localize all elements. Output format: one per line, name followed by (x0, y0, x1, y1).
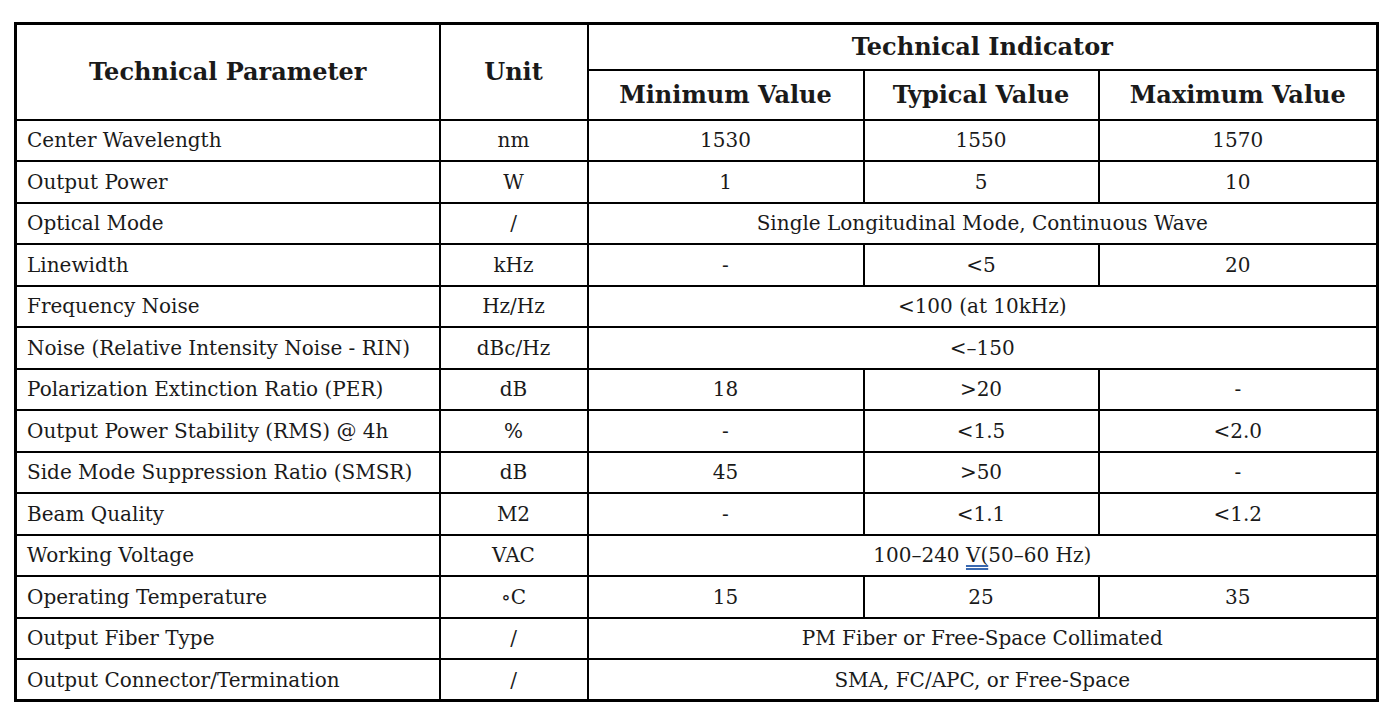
unit-cell: dB (440, 369, 588, 411)
unit-cell: Hz/Hz (440, 286, 588, 328)
param-cell: Frequency Noise (16, 286, 440, 328)
value-cell: 1550 (864, 120, 1099, 162)
param-cell: Polarization Extinction Ratio (PER) (16, 369, 440, 411)
value-cell: - (1099, 452, 1378, 494)
unit-cell: % (440, 410, 588, 452)
span-value-cell: Single Longitudinal Mode, Continuous Wav… (588, 203, 1378, 245)
table-row: Noise (Relative Intensity Noise - RIN)dB… (16, 327, 1378, 369)
voltage-text-after: 50–60 Hz) (988, 543, 1091, 567)
table-row: Operating Temperature∘C152535 (16, 576, 1378, 618)
span-value-cell: 100–240 V(50–60 Hz) (588, 535, 1378, 577)
unit-cell: dB (440, 452, 588, 494)
table-row: Output Connector/Termination/SMA, FC/APC… (16, 659, 1378, 701)
value-cell: 1 (588, 161, 864, 203)
param-cell: Center Wavelength (16, 120, 440, 162)
table-row: Output Power Stability (RMS) @ 4h%-<1.5<… (16, 410, 1378, 452)
grammar-underlined-text: V( (966, 543, 988, 567)
spec-table-wrap: Technical Parameter Unit Technical Indic… (14, 22, 1379, 702)
value-cell: - (1099, 369, 1378, 411)
value-cell: 1530 (588, 120, 864, 162)
param-cell: Output Power (16, 161, 440, 203)
param-cell: Output Connector/Termination (16, 659, 440, 701)
table-row: Optical Mode/Single Longitudinal Mode, C… (16, 203, 1378, 245)
unit-cell: M2 (440, 493, 588, 535)
table-row: Frequency NoiseHz/Hz<100 (at 10kHz) (16, 286, 1378, 328)
value-cell: - (588, 244, 864, 286)
table-row: Output PowerW1510 (16, 161, 1378, 203)
value-cell: 25 (864, 576, 1099, 618)
param-cell: Linewidth (16, 244, 440, 286)
unit-cell: W (440, 161, 588, 203)
header-minimum-value: Minimum Value (588, 70, 864, 120)
header-maximum-value: Maximum Value (1099, 70, 1378, 120)
unit-cell: nm (440, 120, 588, 162)
table-row: LinewidthkHz-<520 (16, 244, 1378, 286)
value-cell: - (588, 493, 864, 535)
value-cell: - (588, 410, 864, 452)
table-row: Polarization Extinction Ratio (PER)dB18>… (16, 369, 1378, 411)
header-technical-parameter: Technical Parameter (16, 24, 440, 120)
value-cell: 35 (1099, 576, 1378, 618)
table-body: Center Wavelengthnm153015501570Output Po… (16, 120, 1378, 701)
value-cell: <1.5 (864, 410, 1099, 452)
table-row: Working VoltageVAC100–240 V(50–60 Hz) (16, 535, 1378, 577)
spec-table: Technical Parameter Unit Technical Indic… (14, 22, 1379, 702)
header-unit: Unit (440, 24, 588, 120)
param-cell: Noise (Relative Intensity Noise - RIN) (16, 327, 440, 369)
value-cell: 15 (588, 576, 864, 618)
value-cell: <2.0 (1099, 410, 1378, 452)
unit-cell: dBc/Hz (440, 327, 588, 369)
header-typical-value: Typical Value (864, 70, 1099, 120)
value-cell: 45 (588, 452, 864, 494)
param-cell: Optical Mode (16, 203, 440, 245)
value-cell: <5 (864, 244, 1099, 286)
span-value-cell: <100 (at 10kHz) (588, 286, 1378, 328)
header-technical-indicator: Technical Indicator (588, 24, 1378, 70)
param-cell: Working Voltage (16, 535, 440, 577)
span-value-cell: PM Fiber or Free-Space Collimated (588, 618, 1378, 660)
param-cell: Output Fiber Type (16, 618, 440, 660)
table-row: Side Mode Suppression Ratio (SMSR)dB45>5… (16, 452, 1378, 494)
value-cell: >50 (864, 452, 1099, 494)
param-cell: Side Mode Suppression Ratio (SMSR) (16, 452, 440, 494)
unit-cell: kHz (440, 244, 588, 286)
value-cell: >20 (864, 369, 1099, 411)
unit-cell: ∘C (440, 576, 588, 618)
value-cell: 1570 (1099, 120, 1378, 162)
param-cell: Beam Quality (16, 493, 440, 535)
value-cell: 20 (1099, 244, 1378, 286)
table-row: Output Fiber Type/PM Fiber or Free-Space… (16, 618, 1378, 660)
value-cell: 10 (1099, 161, 1378, 203)
span-value-cell: SMA, FC/APC, or Free-Space (588, 659, 1378, 701)
param-cell: Operating Temperature (16, 576, 440, 618)
param-cell: Output Power Stability (RMS) @ 4h (16, 410, 440, 452)
table-row: Beam QualityM2-<1.1<1.2 (16, 493, 1378, 535)
unit-cell: / (440, 618, 588, 660)
value-cell: 18 (588, 369, 864, 411)
table-row: Center Wavelengthnm153015501570 (16, 120, 1378, 162)
span-value-cell: <–150 (588, 327, 1378, 369)
voltage-text-before: 100–240 (873, 543, 966, 567)
unit-cell: / (440, 203, 588, 245)
unit-cell: VAC (440, 535, 588, 577)
value-cell: <1.2 (1099, 493, 1378, 535)
value-cell: <1.1 (864, 493, 1099, 535)
unit-cell: / (440, 659, 588, 701)
value-cell: 5 (864, 161, 1099, 203)
